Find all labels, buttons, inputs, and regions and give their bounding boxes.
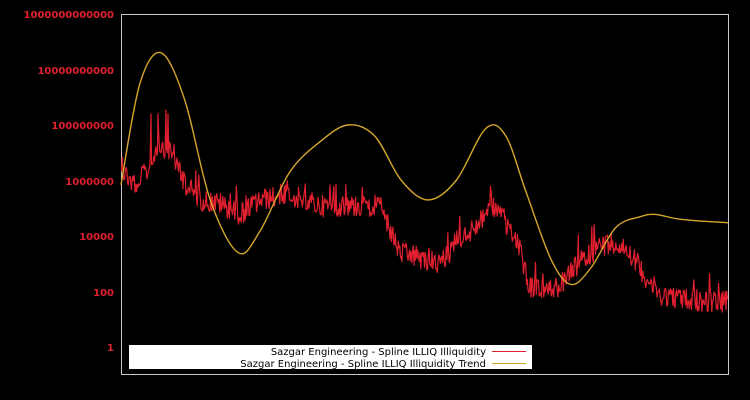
- y-tick-label: 1000000000000: [24, 10, 114, 21]
- y-tick-label: 1000000: [65, 177, 114, 188]
- legend-label: Sazgar Engineering - Spline ILLIQ Illiqu…: [271, 347, 486, 358]
- y-tick-label: 10000: [79, 232, 114, 243]
- illiquidity-trend-line: [120, 51, 729, 286]
- legend-label: Sazgar Engineering - Spline ILLIQ Illiqu…: [240, 359, 486, 370]
- plot-area-frame: [121, 14, 729, 375]
- plot-series: [120, 51, 729, 313]
- y-axis: 1000000000000 10000000000 100000000 1000…: [24, 10, 115, 354]
- illiquidity-series-line: [120, 109, 729, 313]
- legend-item-trend: Sazgar Engineering - Spline ILLIQ Illiqu…: [240, 359, 526, 370]
- legend-box: [129, 345, 532, 369]
- legend-item-illiquidity: Sazgar Engineering - Spline ILLIQ Illiqu…: [271, 347, 526, 358]
- y-tick-label: 100: [93, 288, 114, 299]
- legend: Sazgar Engineering - Spline ILLIQ Illiqu…: [129, 345, 532, 370]
- y-tick-label: 10000000000: [37, 66, 114, 77]
- y-tick-label: 100000000: [51, 121, 114, 132]
- y-tick-label: 1: [107, 343, 114, 354]
